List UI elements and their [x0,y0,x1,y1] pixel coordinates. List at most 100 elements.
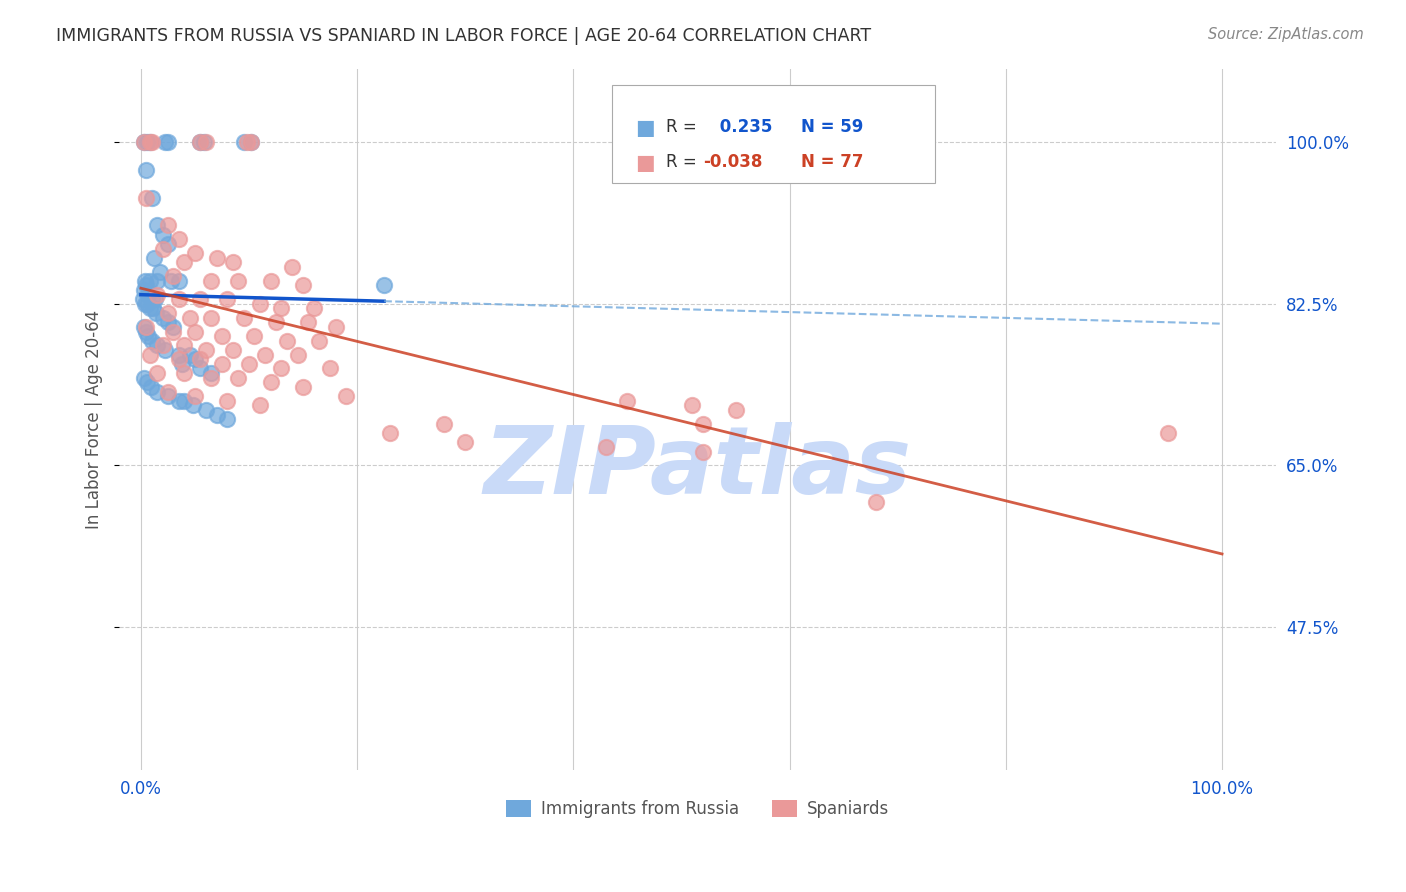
Point [173,393,195,408]
Point [692,444,714,458]
Text: ■: ■ [636,153,655,173]
Point [146,274,169,288]
Point [297,315,319,329]
Text: IMMIGRANTS FROM RUSSIA VS SPANIARD IN LABOR FORCE | AGE 20-64 CORRELATION CHART: IMMIGRANTS FROM RUSSIA VS SPANIARD IN LA… [56,27,872,45]
Text: ■: ■ [636,118,655,137]
Point [173,338,195,352]
Point [190,136,212,150]
Point [232,136,254,150]
Point [211,329,233,343]
Point [1157,426,1180,441]
Point [200,310,222,325]
Point [865,495,887,509]
Point [281,260,304,274]
Point [173,366,195,380]
Point [240,136,263,150]
Point [276,334,298,348]
Point [149,264,172,278]
Point [249,297,271,311]
Point [259,274,281,288]
Point [135,191,157,205]
Point [287,348,309,362]
Point [139,380,162,394]
Point [325,320,347,334]
Point [184,389,207,403]
Point [433,417,456,431]
Point [205,251,228,265]
Point [145,306,167,320]
Point [167,232,190,246]
Point [152,227,174,242]
Point [134,297,156,311]
Point [217,412,239,426]
Point [134,274,156,288]
Point [138,136,160,150]
Point [181,398,204,412]
Text: R =: R = [666,118,703,136]
Point [167,274,190,288]
Point [138,348,160,362]
Point [136,376,159,390]
Point [162,269,184,284]
Point [200,370,222,384]
Text: -0.038: -0.038 [703,153,762,171]
Point [156,236,179,251]
Point [378,426,401,441]
Point [152,310,174,325]
Text: R =: R = [666,153,703,171]
Point [167,352,190,367]
Point [308,334,330,348]
Point [138,329,160,343]
Point [190,361,212,376]
Point [134,320,156,334]
Point [193,136,215,150]
Point [222,343,245,357]
Point [238,357,260,371]
Point [240,136,263,150]
Point [595,440,617,454]
Point [681,398,703,412]
Point [190,293,212,307]
Point [179,310,201,325]
Point [319,361,342,376]
Point [211,357,233,371]
Point [142,251,165,265]
Point [217,393,239,408]
Point [194,136,217,150]
Point [156,384,179,399]
Point [153,343,176,357]
Point [156,315,179,329]
Point [146,338,169,352]
Point [167,393,190,408]
Point [217,293,239,307]
Text: Source: ZipAtlas.com: Source: ZipAtlas.com [1208,27,1364,42]
Point [132,293,155,307]
Point [270,361,292,376]
Point [724,403,747,417]
Point [264,315,287,329]
Point [222,255,245,269]
Point [146,287,169,301]
Point [292,278,315,293]
Point [167,293,190,307]
Point [373,278,395,293]
Point [141,136,163,150]
Point [270,301,292,316]
Point [190,352,212,367]
Point [141,334,163,348]
Point [138,136,160,150]
Point [138,301,160,316]
Point [259,376,281,390]
Point [162,325,184,339]
Point [156,389,179,403]
Point [134,370,156,384]
Point [254,348,277,362]
Point [153,136,176,150]
Point [136,297,159,311]
Legend: Immigrants from Russia, Spaniards: Immigrants from Russia, Spaniards [499,793,896,825]
Point [232,310,254,325]
Point [692,417,714,431]
Point [138,287,160,301]
Point [136,136,159,150]
Point [162,320,184,334]
